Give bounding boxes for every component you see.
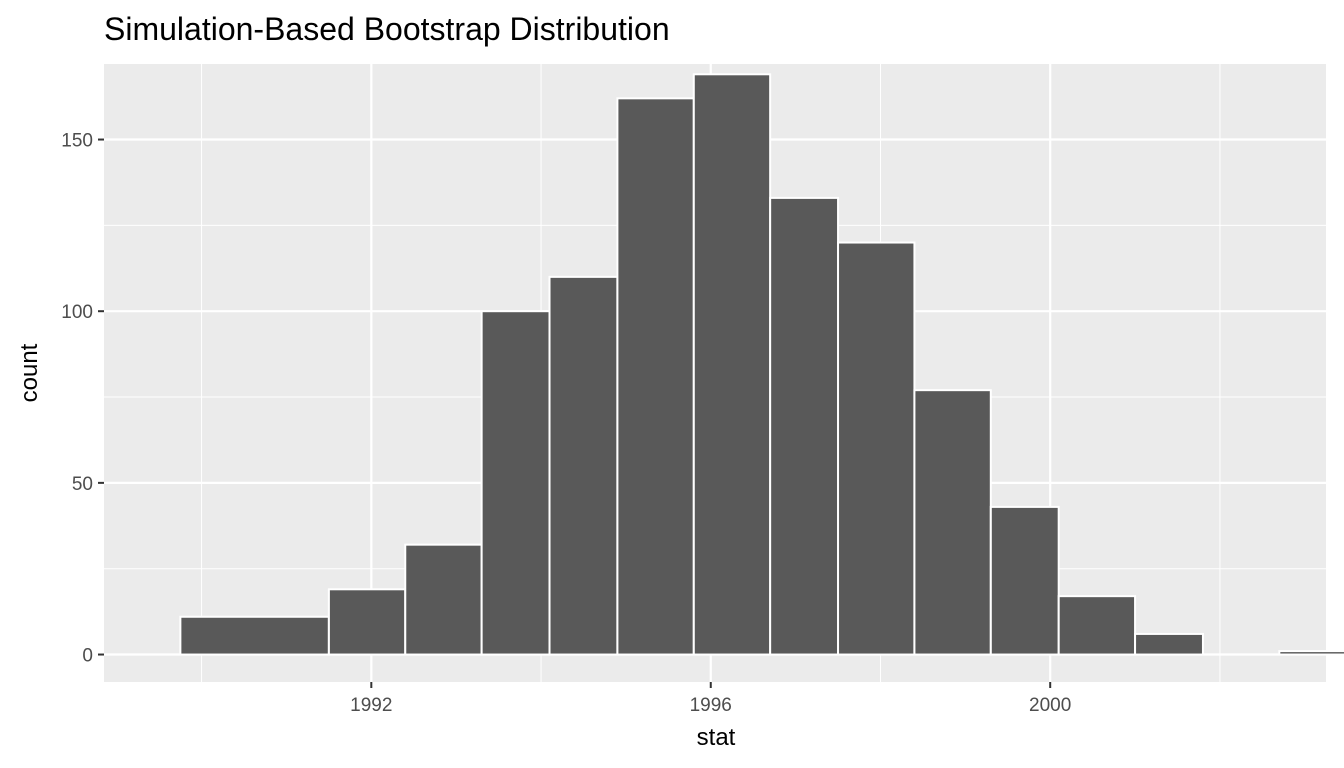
x-tick-label: 2000: [1029, 695, 1071, 716]
histogram-bar: [404, 543, 483, 656]
histogram-bar: [179, 615, 330, 656]
chart-title: Simulation-Based Bootstrap Distribution: [104, 11, 670, 47]
x-axis-title: stat: [697, 724, 736, 751]
histogram-bar: [616, 97, 695, 656]
x-tick-label: 1992: [350, 695, 392, 716]
y-tick-label: 100: [61, 302, 93, 323]
histogram-bar: [548, 275, 619, 656]
x-axis: 1992 1996 2000: [350, 682, 1071, 716]
x-tick-label: 1996: [690, 695, 732, 716]
histogram-bar: [769, 196, 840, 656]
histogram-bar: [1134, 632, 1204, 656]
histogram-bar: [1057, 595, 1137, 656]
histogram-bar: [989, 505, 1060, 656]
y-tick-label: 150: [61, 131, 93, 152]
histogram-bar: [327, 588, 407, 656]
histogram-bar: [837, 241, 916, 656]
y-axis-title: count: [16, 343, 43, 402]
y-tick-label: 0: [82, 646, 93, 667]
y-axis: 0 50 100 150: [61, 131, 104, 667]
histogram-bar: [480, 310, 551, 656]
histogram-bars: [179, 73, 1344, 656]
histogram-bar: [1278, 650, 1344, 656]
histogram-bar: [913, 389, 992, 656]
histogram-bar: [692, 73, 772, 656]
y-tick-label: 50: [72, 474, 93, 495]
